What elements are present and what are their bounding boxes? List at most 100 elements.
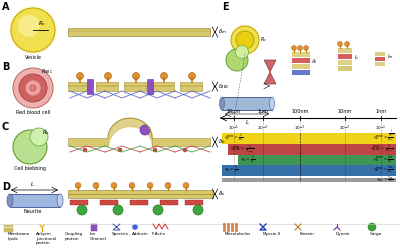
Circle shape — [147, 183, 153, 188]
Bar — [375, 57, 385, 61]
Text: $q_v^{min}=\frac{1}{R_v}$: $q_v^{min}=\frac{1}{R_v}$ — [224, 133, 244, 144]
Circle shape — [9, 6, 57, 54]
Bar — [130, 200, 148, 205]
Bar — [238, 155, 396, 165]
Text: $10^{-4}$: $10^{-4}$ — [257, 124, 269, 133]
Text: Kinesin: Kinesin — [300, 232, 315, 236]
Bar — [87, 79, 93, 94]
Bar — [91, 224, 97, 231]
Text: F-Actin: F-Actin — [152, 232, 166, 236]
Circle shape — [111, 183, 117, 188]
Text: $\delta_{RBC}$: $\delta_{RBC}$ — [218, 82, 230, 91]
Text: $q_n=\frac{1}{L}$: $q_n=\frac{1}{L}$ — [224, 165, 238, 176]
Bar — [124, 82, 146, 91]
Text: 10nm: 10nm — [338, 109, 352, 114]
Ellipse shape — [57, 194, 63, 207]
Bar — [222, 165, 396, 176]
Text: $10^{-5}$: $10^{-5}$ — [228, 124, 240, 133]
Circle shape — [344, 42, 350, 47]
Bar — [292, 70, 310, 75]
Text: $R_{RBC}$: $R_{RBC}$ — [41, 67, 54, 76]
Circle shape — [19, 74, 47, 102]
Circle shape — [30, 85, 36, 91]
Text: Cell blebbing: Cell blebbing — [14, 166, 46, 171]
Circle shape — [338, 42, 342, 47]
Bar — [222, 97, 272, 110]
Bar — [375, 62, 385, 66]
Bar — [222, 133, 396, 144]
Bar — [180, 82, 202, 91]
Circle shape — [18, 15, 40, 37]
Text: Ankyrin
Junctional
protein: Ankyrin Junctional protein — [36, 232, 56, 245]
Text: $R_v$: $R_v$ — [38, 19, 46, 28]
Text: $L$: $L$ — [245, 118, 249, 126]
Text: Membrane
lipids: Membrane lipids — [8, 232, 30, 241]
Circle shape — [132, 72, 140, 79]
Bar — [375, 52, 385, 56]
Bar — [96, 82, 118, 91]
Text: $A_l$: $A_l$ — [311, 58, 318, 66]
Circle shape — [304, 46, 308, 51]
Text: $\delta_m$: $\delta_m$ — [218, 28, 227, 36]
Circle shape — [76, 72, 84, 79]
Circle shape — [104, 72, 112, 79]
Text: Neurite: Neurite — [23, 209, 42, 214]
Circle shape — [193, 205, 203, 215]
Circle shape — [188, 72, 196, 79]
Text: $l_s$: $l_s$ — [354, 54, 359, 62]
Circle shape — [30, 128, 48, 146]
Bar — [4, 228, 13, 230]
Text: B: B — [2, 62, 9, 72]
Text: Coupling
protein: Coupling protein — [65, 232, 83, 241]
Ellipse shape — [270, 97, 274, 110]
Circle shape — [165, 183, 171, 188]
Text: Vesicle: Vesicle — [24, 55, 42, 60]
Text: Dynein: Dynein — [336, 232, 350, 236]
Bar — [4, 225, 13, 227]
Text: Adducin: Adducin — [132, 232, 149, 236]
Text: $10^{-3}$: $10^{-3}$ — [294, 124, 306, 133]
Polygon shape — [264, 60, 276, 84]
Bar — [68, 82, 90, 91]
Text: E: E — [222, 2, 229, 12]
Text: $10^{-1}$: $10^{-1}$ — [375, 124, 387, 133]
Text: A: A — [2, 2, 10, 12]
Circle shape — [183, 148, 187, 152]
Text: D: D — [2, 182, 10, 192]
Bar — [338, 66, 352, 71]
Bar — [160, 200, 178, 205]
Circle shape — [183, 183, 189, 188]
Circle shape — [93, 183, 99, 188]
Text: $q_{RBC}^{min}=\frac{1}{R_{RBC}}$: $q_{RBC}^{min}=\frac{1}{R_{RBC}}$ — [230, 143, 254, 155]
Bar — [222, 178, 396, 182]
Text: Red blood cell: Red blood cell — [16, 110, 50, 115]
Bar — [10, 194, 60, 207]
Bar — [292, 58, 310, 63]
Bar — [185, 200, 203, 205]
Bar — [338, 60, 352, 65]
Circle shape — [25, 80, 41, 96]
Ellipse shape — [7, 194, 13, 207]
Bar — [292, 52, 310, 57]
Bar — [152, 138, 210, 146]
Text: $\frac{l}{nm}$: $\frac{l}{nm}$ — [388, 128, 394, 139]
Bar — [68, 138, 108, 146]
Text: $q_n^{max}=\frac{2\pi}{\delta_n}$: $q_n^{max}=\frac{2\pi}{\delta_n}$ — [373, 165, 394, 176]
Circle shape — [298, 46, 302, 51]
Circle shape — [160, 72, 168, 79]
Bar — [338, 54, 352, 59]
Bar — [228, 144, 396, 155]
Bar — [68, 190, 213, 198]
Text: $q_b^{max}=\frac{2\pi}{\delta_b}$: $q_b^{max}=\frac{2\pi}{\delta_b}$ — [373, 154, 394, 166]
Circle shape — [153, 205, 163, 215]
Text: $R_v$: $R_v$ — [260, 36, 268, 45]
Circle shape — [75, 183, 81, 188]
Text: $q_{ac}=\frac{2\pi}{a}$: $q_{ac}=\frac{2\pi}{a}$ — [376, 175, 394, 185]
Circle shape — [11, 8, 55, 52]
Text: $10^{-2}$: $10^{-2}$ — [339, 124, 351, 133]
Circle shape — [226, 49, 248, 71]
Circle shape — [132, 225, 138, 230]
Text: Ion
Channel: Ion Channel — [90, 232, 107, 241]
Text: $q_b=\frac{1}{R_b}$: $q_b=\frac{1}{R_b}$ — [240, 154, 256, 166]
Circle shape — [140, 125, 150, 135]
